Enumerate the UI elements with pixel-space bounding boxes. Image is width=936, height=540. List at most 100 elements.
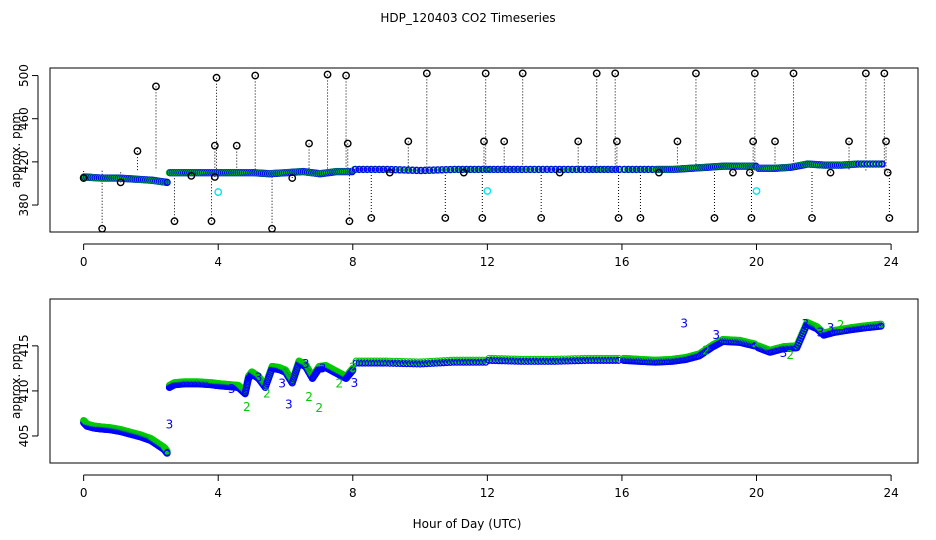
top-outlier-point <box>808 214 816 222</box>
bottom-label-2: 2 <box>837 318 845 332</box>
top-baseline-point-blue <box>434 166 442 174</box>
top-baseline-point-blue <box>404 166 413 174</box>
top-baseline-point-blue <box>470 165 479 174</box>
top-outlier-point <box>404 137 413 146</box>
top-outlier-point <box>612 137 621 146</box>
bottom-label-2: 2 <box>243 400 251 414</box>
top-baseline-point-blue <box>417 166 425 175</box>
bottom-x-tick-label: 16 <box>614 486 629 500</box>
top-outlier-point <box>749 137 758 146</box>
top-outlier-point <box>343 139 352 148</box>
top-outlier-point <box>537 214 546 222</box>
top-baseline-point-blue <box>355 165 364 174</box>
top-outlier-point <box>861 69 870 78</box>
top-baseline-point-blue <box>451 165 459 174</box>
top-baseline-point-blue <box>438 166 446 174</box>
top-outlier-point <box>480 137 488 146</box>
top-outlier-point <box>367 214 376 222</box>
top-baseline-point-blue <box>556 165 564 174</box>
top-outlier-point <box>232 141 241 150</box>
bottom-point-green <box>349 364 357 372</box>
top-baseline-point-blue <box>351 165 360 174</box>
top-cyan-point <box>483 187 492 195</box>
top-outlier-point <box>133 147 142 155</box>
top-outlier-point <box>116 178 125 187</box>
top-outlier-point <box>882 137 890 146</box>
top-baseline-point-blue <box>375 165 384 174</box>
bottom-label-3: 3 <box>712 328 720 342</box>
top-x-tick-label: 24 <box>883 255 898 269</box>
top-baseline-point-blue <box>612 165 620 174</box>
top-outlier-point <box>771 137 779 146</box>
top-outlier-point <box>305 139 313 148</box>
top-baseline-point-blue <box>543 165 551 174</box>
bottom-x-tick-label: 4 <box>214 486 222 500</box>
top-outlier-point <box>614 214 623 222</box>
top-baseline-point-blue <box>577 165 585 174</box>
top-outlier-point <box>210 141 219 150</box>
top-baseline-point-blue <box>474 165 483 174</box>
bottom-y-tick-label: 405 <box>17 425 31 448</box>
top-baseline-point-blue <box>400 166 408 174</box>
top-baseline-point-blue <box>367 165 376 174</box>
top-outlier-point <box>673 137 682 146</box>
top-x-tick-label: 16 <box>614 255 629 269</box>
top-baseline-point-blue <box>510 165 518 174</box>
top-baseline-point-blue <box>535 165 543 174</box>
top-baseline-point-blue <box>514 165 522 174</box>
top-outlier-point <box>385 168 394 177</box>
top-baseline-point-blue <box>526 165 535 174</box>
top-baseline-point-blue <box>363 165 372 174</box>
bottom-label-3: 3 <box>827 321 835 335</box>
bottom-label-2: 2 <box>349 360 357 374</box>
bottom-x-tick-label: 20 <box>749 486 764 500</box>
top-outlier-point <box>323 70 332 79</box>
top-baseline-point-blue <box>429 166 438 174</box>
top-cyan-point <box>214 188 223 196</box>
top-outlier-point <box>481 69 490 78</box>
top-outlier-point <box>422 69 431 78</box>
bottom-label-2: 2 <box>315 401 323 415</box>
top-baseline-point-blue <box>632 165 641 174</box>
top-x-tick-label: 20 <box>749 255 764 269</box>
bottom-point-blue <box>877 322 885 330</box>
bottom-x-tick-label: 12 <box>480 486 495 500</box>
top-outlier-point <box>710 214 719 222</box>
top-baseline-point-blue <box>421 166 429 175</box>
top-outlier-point <box>747 214 756 222</box>
bottom-label-3: 3 <box>817 325 825 339</box>
top-outlier-point <box>500 137 509 146</box>
bottom-label-3: 3 <box>780 346 788 360</box>
top-outlier-point <box>288 174 297 182</box>
top-y-tick-label: 460 <box>17 107 31 130</box>
top-baseline-point-blue <box>506 165 514 174</box>
top-outlier-point <box>268 224 276 233</box>
top-outlier-point <box>251 71 260 80</box>
top-baseline-point-blue <box>392 165 400 174</box>
top-outlier-point <box>880 69 889 78</box>
top-baseline-point-blue <box>624 165 633 174</box>
bottom-label-3: 3 <box>680 316 688 330</box>
top-y-axis-label: approx. ppm <box>9 112 23 188</box>
top-baseline-point-blue <box>486 165 494 174</box>
top-x-tick-label: 4 <box>214 255 222 269</box>
top-baseline-point-blue <box>396 166 404 174</box>
bottom-label-3: 3 <box>166 417 174 431</box>
top-outlier-point <box>789 69 798 78</box>
top-baseline-point-blue <box>379 165 388 174</box>
top-panel: approx. ppm 0 4 8 12 16 20 24 380 420 460 500 <box>9 64 919 269</box>
top-outlier-point <box>98 224 107 233</box>
top-outlier-point <box>170 217 179 226</box>
top-baseline-point-blue <box>467 165 475 174</box>
top-outlier-point <box>210 173 219 181</box>
top-outlier-point <box>459 168 468 177</box>
top-outlier-point <box>745 168 754 177</box>
top-outlier-point <box>826 168 835 177</box>
top-baseline-point-blue <box>359 165 368 174</box>
bottom-y-axis-label: approx. ppm <box>9 343 23 419</box>
top-outlier-point <box>729 168 737 177</box>
bottom-label-3: 3 <box>285 397 293 411</box>
top-outlier-point <box>611 69 620 78</box>
